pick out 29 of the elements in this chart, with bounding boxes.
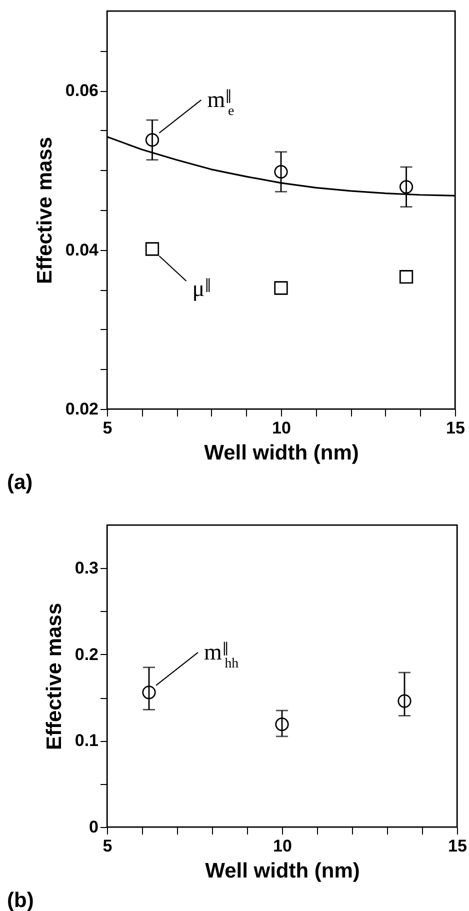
x-axis-title: Well width (nm) [204,442,359,464]
x-tick-label: 5 [102,418,112,438]
point [274,164,288,179]
x-tick-label: 15 [446,418,465,438]
text: (a) [7,471,33,494]
y-tick-label: 0 [89,818,98,836]
y-axis-title: Effective mass [33,136,56,284]
point [145,242,160,256]
point [274,281,288,295]
y-tick-label: 0.3 [74,558,98,578]
x-tick-label: 5 [102,836,112,856]
point [145,133,160,147]
x-tick-label: 10 [272,418,291,438]
y-tick-label: 0.04 [65,240,100,260]
x-axis-title: Well width (nm) [205,860,360,882]
point [399,180,414,194]
x-tick-label: 15 [448,836,467,856]
y-tick-label: 0.02 [65,400,98,418]
y-tick-label: 0.06 [65,81,98,100]
series-label: μ$^{∥}$ [192,276,212,302]
y-tick-label: 0.1 [74,731,98,750]
point [142,686,156,700]
x-tick-label: 10 [273,836,292,856]
point [399,270,414,284]
point [275,718,289,732]
y-tick-label: 0.2 [74,644,98,664]
y-axis-title: Effective mass [42,602,66,750]
text: (b) [7,889,34,911]
point [398,694,412,708]
